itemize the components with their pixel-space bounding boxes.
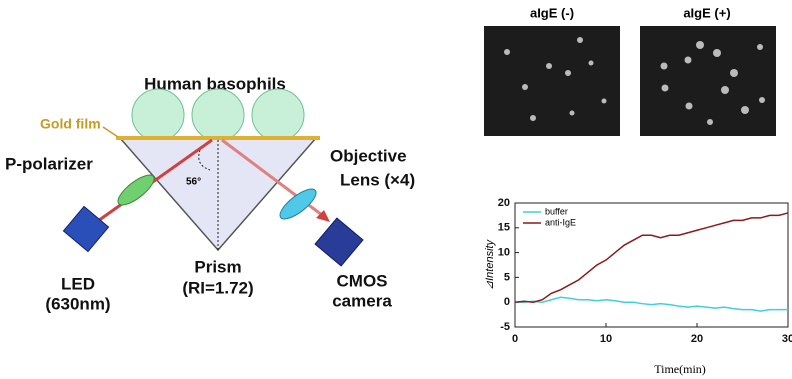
legend-label: buffer (545, 206, 568, 216)
pointer (103, 127, 118, 137)
y-tick-label: 15 (498, 222, 510, 234)
x-tick-label: 30 (782, 333, 792, 345)
led (63, 206, 108, 251)
image (640, 26, 776, 136)
cell (132, 89, 184, 141)
objective-label: Objective (330, 146, 407, 165)
y-tick-label: -5 (500, 321, 510, 333)
camera-label: camera (332, 291, 392, 310)
cmos (315, 218, 363, 266)
y-tick-label: 0 (504, 296, 510, 308)
series-line (515, 297, 788, 311)
x-tick-label: 0 (512, 333, 518, 345)
image-label: aIgE (-) (530, 5, 574, 20)
lens (276, 184, 321, 224)
figure: Human basophils Gold film 56° P-polarize… (0, 0, 792, 379)
x-tick-label: 20 (691, 333, 703, 345)
y-tick-label: 10 (498, 247, 510, 259)
led-wavelength: (630nm) (45, 294, 110, 313)
polarizer-label: P-polarizer (5, 154, 93, 173)
y-axis-label: ⊿Intensity (484, 238, 496, 290)
x-axis-label: Time(min) (654, 362, 706, 376)
y-tick-label: 20 (498, 197, 510, 209)
led-label: LED (61, 274, 95, 293)
x-tick-label: 10 (600, 333, 612, 345)
diagram: Human basophils Gold film 56° P-polarize… (5, 74, 415, 313)
image-label: aIgE (+) (683, 5, 730, 20)
gold-film-label: Gold film (40, 116, 101, 132)
lens-label: Lens (×4) (340, 170, 415, 189)
legend-label: anti-IgE (545, 217, 576, 227)
micrographs: aIgE (-) aIgE (+) (484, 5, 776, 136)
angle-label: 56° (186, 177, 201, 188)
image (484, 26, 620, 136)
prism-label: Prism (194, 257, 241, 276)
cell (192, 89, 244, 141)
y-tick-label: 5 (504, 271, 510, 283)
cmos-label: CMOS (337, 271, 388, 290)
polarizer (114, 170, 159, 210)
prism-index: (RI=1.72) (182, 278, 253, 297)
cell (252, 89, 304, 141)
